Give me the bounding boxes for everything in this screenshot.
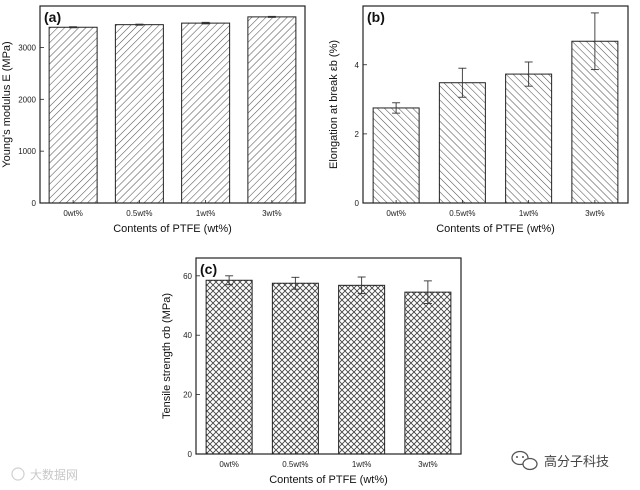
y-axis-label-c: Tensile strength σb (MPa) — [161, 293, 173, 419]
wechat-icon — [511, 450, 538, 471]
bar-c-1 — [205, 279, 253, 455]
x-tick-label-b-2: 0.5wt% — [449, 209, 475, 218]
watermark-left: 大数据网 — [11, 467, 78, 482]
watermark-right-text: 高分子科技 — [544, 454, 609, 470]
y-tick-label-a-2: 1000 — [18, 147, 36, 156]
y-tick-label-c-3: 40 — [183, 331, 192, 340]
plot-frame-b — [362, 5, 629, 204]
x-tick-label-a-1: 0wt% — [63, 209, 83, 218]
y-axis-label-b: Elongation at break εb (%) — [328, 40, 340, 169]
y-tick-label-c-2: 20 — [183, 391, 192, 400]
x-axis-label-b: Contents of PTFE (wt%) — [436, 223, 555, 235]
x-axis-label-c: Contents of PTFE (wt%) — [269, 474, 388, 486]
x-tick-label-c-1: 0wt% — [219, 460, 239, 469]
bar-a-1 — [48, 26, 98, 204]
bar-a-2 — [114, 24, 164, 204]
x-tick-label-b-3: 1wt% — [519, 209, 539, 218]
watermark-right: 高分子科技 — [511, 450, 609, 471]
plot-frame-a — [39, 5, 306, 204]
y-tick-label-a-4: 3000 — [18, 43, 36, 52]
x-tick-label-b-1: 0wt% — [386, 209, 406, 218]
y-tick-label-c-1: 0 — [188, 450, 193, 459]
y-tick-label-a-3: 2000 — [18, 95, 36, 104]
x-tick-label-a-3: 1wt% — [196, 209, 216, 218]
bar-a-4 — [247, 16, 297, 204]
plot-frame-c — [195, 257, 462, 455]
y-tick-label-b-1: 0 — [355, 199, 360, 208]
y-tick-label-b-2: 2 — [355, 130, 360, 139]
watermark-logo-icon — [11, 467, 25, 481]
x-tick-label-c-4: 3wt% — [418, 460, 438, 469]
bar-c-2 — [271, 282, 319, 455]
y-tick-label-a-1: 0 — [32, 199, 37, 208]
watermark-left-text: 大数据网 — [30, 467, 78, 482]
bar-c-3 — [338, 284, 386, 455]
chart-panel-a: 0wt% 0.5wt% 1wt% 3wt% 0 1000 2000 3000 (a) Conten… — [1, 5, 306, 235]
bar-b-3 — [505, 73, 553, 204]
panel-label-a: (a) — [44, 9, 61, 25]
bar-a-3 — [181, 22, 231, 204]
x-tick-label-c-3: 1wt% — [352, 460, 372, 469]
y-axis-label-a: Young's modulus E (MPa) — [1, 41, 13, 167]
chart-panel-c: 0wt% 0.5wt% 1wt% 3wt% 0 20 40 60 (c) Contents of … — [161, 257, 462, 486]
x-tick-label-c-2: 0.5wt% — [282, 460, 308, 469]
panel-label-b: (b) — [367, 9, 385, 25]
y-tick-label-c-4: 60 — [183, 272, 192, 281]
x-tick-label-a-4: 3wt% — [262, 209, 282, 218]
y-tick-label-b-3: 4 — [355, 61, 360, 70]
chart-panel-b: 0wt% 0.5wt% 1wt% 3wt% 0 2 4 (b) Contents of PTFE… — [328, 5, 629, 235]
bar-b-1 — [372, 107, 420, 204]
x-tick-label-b-4: 3wt% — [585, 209, 605, 218]
bar-c-4 — [404, 291, 452, 455]
x-axis-label-a: Contents of PTFE (wt%) — [113, 223, 232, 235]
panel-label-c: (c) — [200, 261, 217, 277]
x-tick-label-a-2: 0.5wt% — [126, 209, 152, 218]
bar-b-2 — [438, 82, 486, 204]
